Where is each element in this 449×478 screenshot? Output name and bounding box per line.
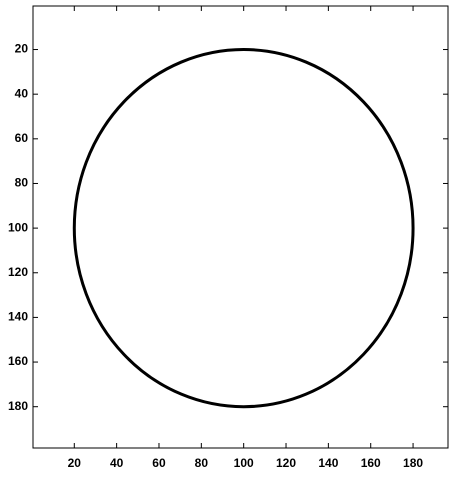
x-tick-label: 40 xyxy=(110,456,124,470)
x-tick-label: 20 xyxy=(68,456,82,470)
x-tick-label: 100 xyxy=(234,456,254,470)
y-tick-label: 160 xyxy=(8,354,28,368)
y-tick-label: 40 xyxy=(15,86,29,100)
y-tick-label: 180 xyxy=(8,399,28,413)
x-tick-label: 60 xyxy=(152,456,166,470)
x-tick-label: 180 xyxy=(403,456,423,470)
y-tick-label: 140 xyxy=(8,310,28,324)
x-tick-label: 160 xyxy=(361,456,381,470)
x-tick-label: 120 xyxy=(276,456,296,470)
y-tick-label: 60 xyxy=(15,131,29,145)
y-tick-label: 100 xyxy=(8,220,28,234)
circle xyxy=(72,48,415,409)
y-tick-label: 20 xyxy=(15,42,29,56)
axes-box xyxy=(32,5,449,449)
y-tick-label: 80 xyxy=(15,176,29,190)
x-tick-label: 140 xyxy=(318,456,338,470)
y-tick-label: 120 xyxy=(8,265,28,279)
x-tick-label: 80 xyxy=(195,456,209,470)
